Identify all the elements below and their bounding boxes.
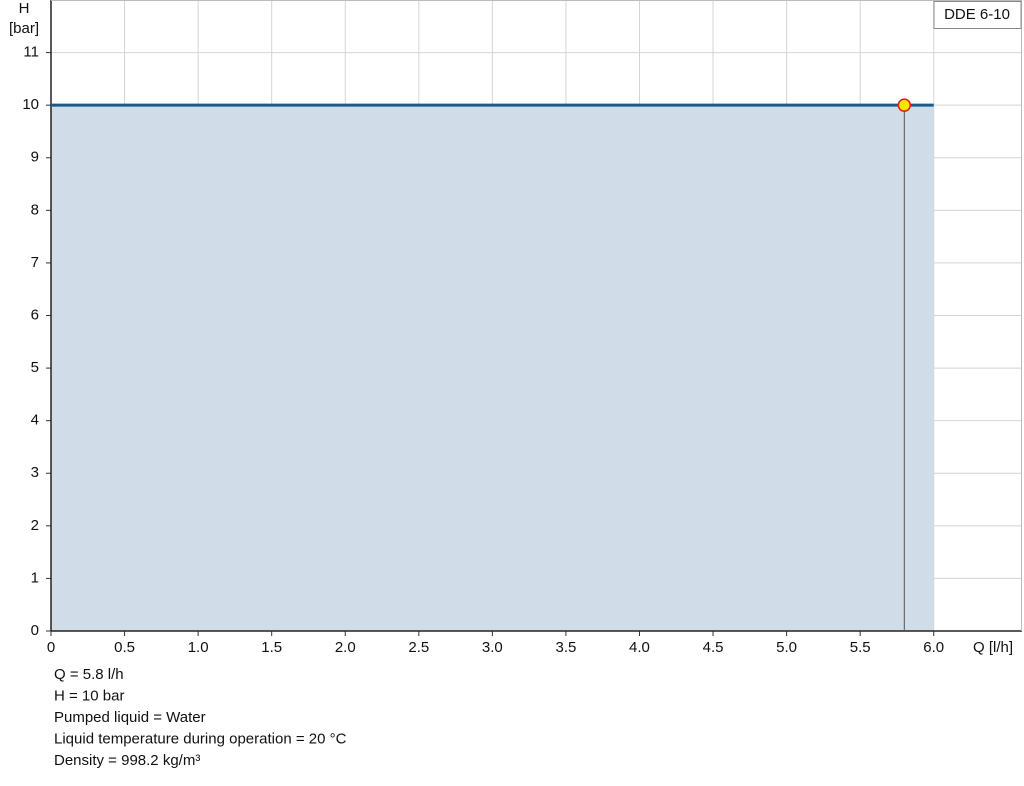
legend-label: DDE 6-10	[944, 6, 1010, 23]
x-tick-label: 2.0	[335, 639, 356, 656]
y-tick-label: 3	[31, 464, 39, 481]
y-tick-label: 9	[31, 149, 39, 166]
x-tick-label: 4.0	[629, 639, 650, 656]
y-tick-label: 0	[31, 622, 39, 639]
y-tick-label: 1	[31, 569, 39, 586]
x-tick-label: 3.0	[482, 639, 503, 656]
legend-box	[933, 1, 1022, 29]
x-tick-label: 2.5	[408, 639, 429, 656]
y-tick-label: 10	[22, 96, 39, 113]
x-tick-label: 0.5	[114, 639, 135, 656]
x-tick-label: 5.5	[850, 639, 871, 656]
y-tick-label: 2	[31, 517, 39, 534]
y-tick-label: 11	[23, 44, 39, 61]
info-line: H = 10 bar	[54, 687, 124, 704]
operating-point	[897, 98, 912, 112]
y-tick-label: 7	[31, 254, 39, 271]
x-tick-label: 3.5	[555, 639, 576, 656]
info-line: Liquid temperature during operation = 20…	[54, 730, 347, 747]
y-tick-label: 8	[31, 201, 39, 218]
y-axis-unit: [bar]	[9, 20, 39, 37]
info-line: Density = 998.2 kg/m³	[54, 752, 200, 769]
y-tick-label: 5	[31, 359, 39, 376]
y-tick-label: 4	[31, 412, 39, 429]
x-tick-label: 1.5	[261, 639, 282, 656]
area	[51, 105, 934, 631]
x-tick-label: 1.0	[188, 639, 209, 656]
x-tick-label: 5.0	[776, 639, 797, 656]
y-tick-label: 6	[31, 306, 39, 323]
x-tick-label: 6.0	[923, 639, 944, 656]
info-line: Q = 5.8 l/h	[54, 666, 124, 683]
info-line: Pumped liquid = Water	[54, 709, 206, 726]
x-axis-label: Q [l/h]	[973, 639, 1013, 656]
x-tick-label: 4.5	[703, 639, 724, 656]
y-axis-label: H	[19, 0, 30, 17]
x-tick-label: 0	[47, 639, 55, 656]
